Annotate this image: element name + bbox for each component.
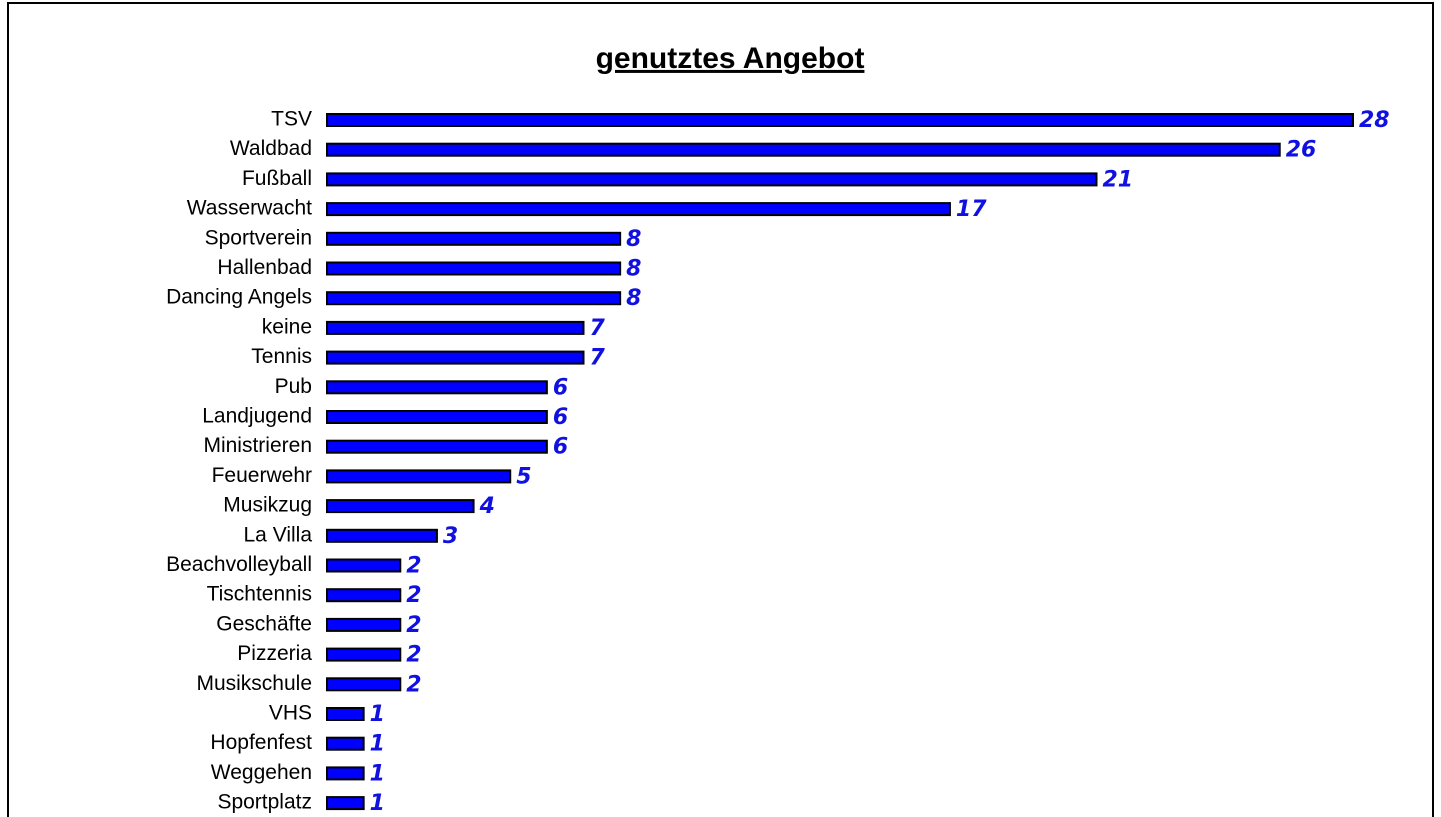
category-label: TSV <box>271 108 312 131</box>
bar <box>326 261 622 276</box>
bar <box>326 410 548 424</box>
bar <box>326 499 475 514</box>
category-label: Musikzug <box>223 494 312 517</box>
bar <box>326 707 365 721</box>
bar <box>326 677 402 692</box>
value-label: 1 <box>370 761 385 786</box>
value-label: 2 <box>406 554 421 579</box>
value-label: 2 <box>406 672 421 697</box>
value-label: 6 <box>553 435 568 460</box>
category-label: Feuerwehr <box>212 464 312 487</box>
bar <box>326 202 951 217</box>
bar <box>326 142 1281 157</box>
value-label: 6 <box>553 375 568 400</box>
value-label: 2 <box>406 583 421 608</box>
value-label: 17 <box>956 197 987 222</box>
category-label: Pub <box>275 375 312 398</box>
category-label: Geschäfte <box>216 612 312 635</box>
value-label: 8 <box>626 257 641 282</box>
value-label: 6 <box>553 405 568 430</box>
bar <box>326 617 402 632</box>
value-label: 7 <box>590 346 606 371</box>
value-label: 8 <box>626 227 641 252</box>
value-label: 21 <box>1103 167 1134 192</box>
bar <box>326 380 548 395</box>
bar <box>326 558 402 573</box>
category-label: La Villa <box>244 523 313 546</box>
bar <box>326 439 548 454</box>
category-label: Hopfenfest <box>210 731 312 754</box>
category-label: Waldbad <box>230 137 312 160</box>
category-label: Landjugend <box>202 405 312 428</box>
value-label: 1 <box>370 732 385 757</box>
bar <box>326 469 512 484</box>
bar <box>326 647 402 662</box>
category-label: Sportplatz <box>217 791 312 814</box>
bar <box>326 172 1098 187</box>
category-label: Sportverein <box>205 226 312 249</box>
bar <box>326 796 365 811</box>
category-label: keine <box>262 315 312 338</box>
category-label: Musikschule <box>196 672 312 695</box>
value-label: 7 <box>590 316 606 341</box>
category-label: Pizzeria <box>237 642 312 665</box>
bar <box>326 113 1354 127</box>
bar <box>326 350 585 365</box>
value-label: 4 <box>479 494 495 519</box>
bar <box>326 231 622 246</box>
category-label: Beachvolleyball <box>166 553 312 576</box>
value-label: 28 <box>1359 108 1390 133</box>
bar <box>326 291 622 306</box>
value-label: 8 <box>626 286 641 311</box>
category-label: Dancing Angels <box>166 286 312 309</box>
category-label: Weggehen <box>211 761 312 784</box>
category-label: Tischtennis <box>207 583 312 606</box>
value-label: 1 <box>370 702 385 727</box>
value-label: 2 <box>406 613 421 638</box>
category-label: Hallenbad <box>217 256 312 279</box>
bar <box>326 528 438 543</box>
category-label: Wasserwacht <box>187 197 312 220</box>
chart-frame <box>7 2 1434 817</box>
bar <box>326 766 365 781</box>
value-label: 1 <box>370 791 385 816</box>
bar <box>326 588 402 603</box>
category-label: VHS <box>269 702 312 725</box>
category-label: Tennis <box>251 345 312 368</box>
chart-title: genutztes Angebot <box>596 42 865 75</box>
category-label: Fußball <box>242 167 312 190</box>
category-label: Ministrieren <box>203 434 312 457</box>
bar <box>326 736 365 751</box>
value-label: 3 <box>443 524 458 549</box>
value-label: 5 <box>516 464 531 489</box>
value-label: 2 <box>406 643 421 668</box>
value-label: 26 <box>1286 138 1317 163</box>
bar <box>326 320 585 335</box>
